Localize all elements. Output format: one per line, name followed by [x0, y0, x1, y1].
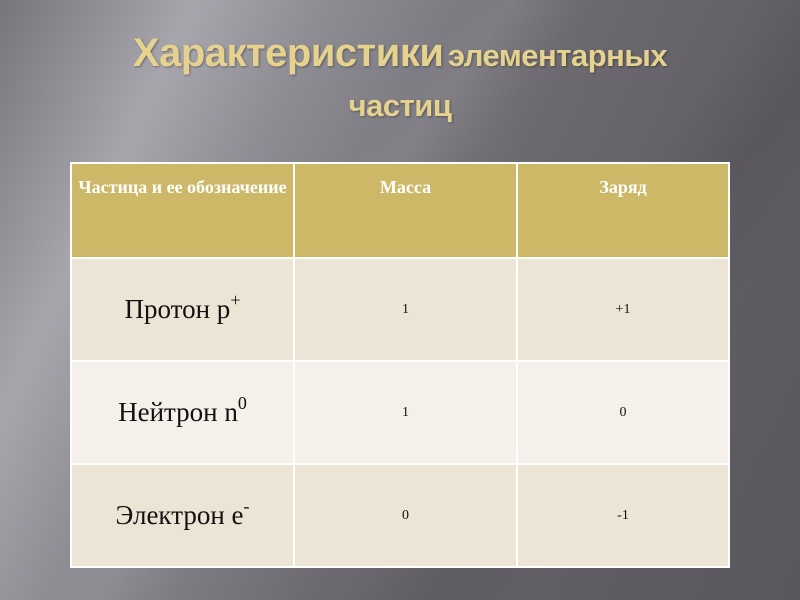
particle-mass: 1 — [293, 360, 518, 465]
particle-mass: 0 — [293, 463, 518, 568]
header-charge: Заряд — [516, 162, 730, 259]
particle-mass: 1 — [293, 257, 518, 362]
particle-charge: -1 — [516, 463, 730, 568]
header-particle: Частица и ее обозначение — [70, 162, 295, 259]
table-row: Нейтрон n0 1 0 — [70, 360, 730, 465]
particle-name: Электрон e- — [70, 463, 295, 568]
particle-name: Нейтрон n0 — [70, 360, 295, 465]
particle-charge: 0 — [516, 360, 730, 465]
title-part-1: Характеристики — [132, 31, 444, 75]
particle-charge-symbol: - — [243, 496, 250, 516]
particle-label: Нейтрон n — [118, 397, 238, 427]
particle-charge: +1 — [516, 257, 730, 362]
table-row: Электрон e- 0 -1 — [70, 463, 730, 568]
particle-label: Электрон e — [115, 500, 244, 530]
header-mass: Масса — [293, 162, 518, 259]
particle-charge-symbol: 0 — [237, 393, 247, 413]
particle-name: Протон p+ — [70, 257, 295, 362]
title-part-3: частиц — [348, 88, 452, 123]
title-part-2: элементарных — [447, 38, 668, 73]
table-row: Протон p+ 1 +1 — [70, 257, 730, 362]
slide-title: Характеристики элементарных частиц — [0, 30, 800, 129]
particles-table: Частица и ее обозначение Масса Заряд Про… — [70, 162, 730, 568]
table-header-row: Частица и ее обозначение Масса Заряд — [70, 162, 730, 259]
particle-charge-symbol: + — [230, 290, 241, 310]
particle-label: Протон p — [124, 294, 231, 324]
